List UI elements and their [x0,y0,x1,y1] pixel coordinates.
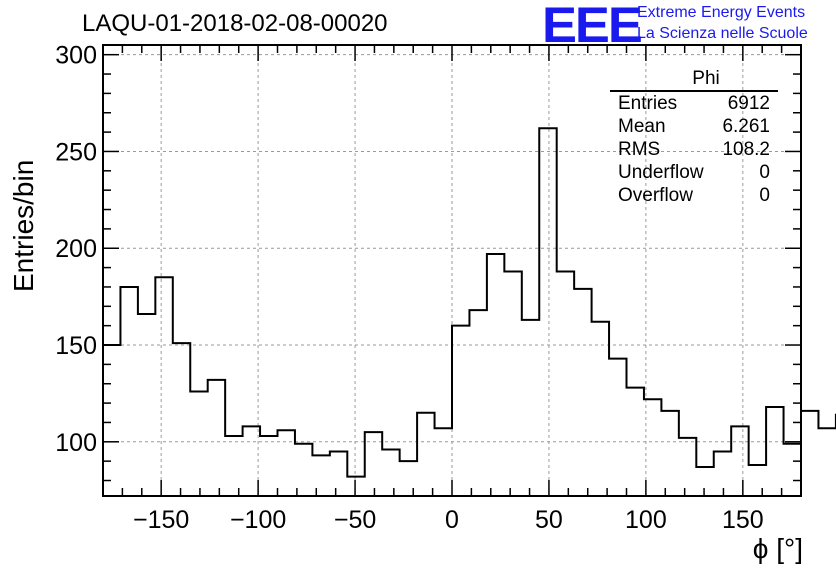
stats-label: Underflow [618,162,704,183]
y-tick-label: 300 [55,42,97,70]
y-tick-label: 100 [55,429,97,457]
chart-title: LAQU-01-2018-02-08-00020 [82,10,388,37]
eee-logo: EEE [542,0,643,53]
x-tick-label: 50 [535,506,563,534]
y-tick-label: 250 [55,138,97,166]
axes: −150 −100 −50 0 50 100 150 100 150 200 250 300 [55,42,802,534]
x-axis-label: ϕ [°] [752,533,803,564]
x-tick-label: 0 [445,506,459,534]
histogram-series-line [103,127,836,478]
y-axis-label: Entries/bin [8,159,39,292]
stats-title: Phi [610,68,778,92]
stats-label: Mean [618,116,666,137]
stats-row-underflow: Underflow 0 [610,161,778,184]
stats-value: 6912 [727,93,770,114]
stats-value: 0 [759,162,770,183]
stats-value: 6.261 [722,116,770,137]
y-tick-label: 200 [55,235,97,263]
logo-line-1: Extreme Energy Events [637,4,806,21]
stats-value: 108.2 [722,139,770,160]
x-tick-label: −50 [334,506,376,534]
x-tick-label: −100 [230,506,286,534]
stats-row-overflow: Overflow 0 [610,184,778,207]
stats-row-rms: RMS 108.2 [610,138,778,161]
logo-line-2: La Scienza nelle Scuole [637,25,808,42]
stats-label: Entries [618,93,678,114]
stats-row-mean: Mean 6.261 [610,115,778,138]
stats-label: RMS [618,139,661,160]
stats-label: Overflow [618,185,693,206]
stats-row-entries: Entries 6912 [610,92,778,115]
x-tick-label: −150 [133,506,189,534]
stats-box: Phi Entries 6912 Mean 6.261 RMS 108.2 Un… [610,68,778,207]
x-tick-label: 150 [722,506,764,534]
stats-value: 0 [759,185,770,206]
y-tick-label: 150 [55,332,97,360]
x-tick-label: 100 [625,506,667,534]
